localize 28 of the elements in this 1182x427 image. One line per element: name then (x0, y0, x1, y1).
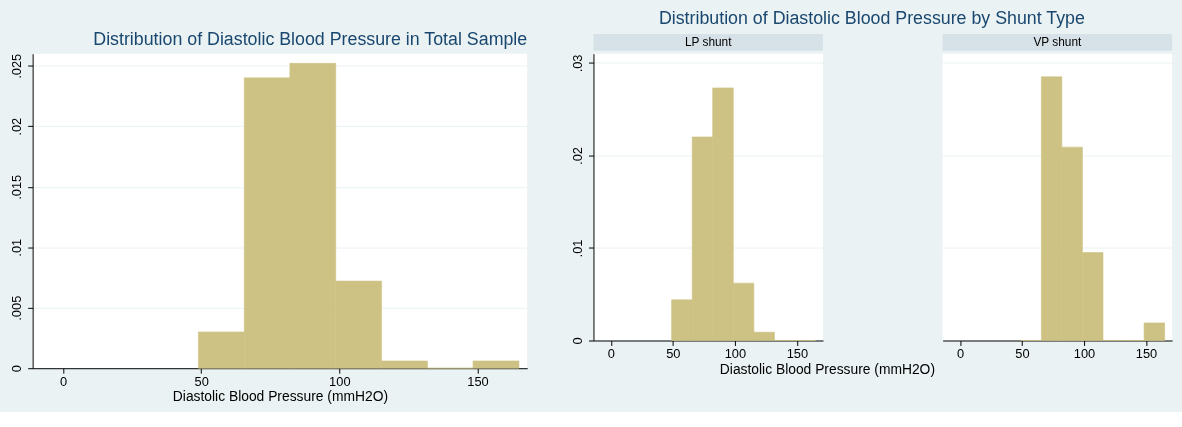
y-tick-label: .015 (9, 174, 25, 200)
x-tick-label: 150 (1135, 345, 1158, 361)
text: Distribution of Diastolic Blood Pressure by Shunt Type (658, 8, 1086, 28)
x-tick-label: 0 (607, 345, 615, 361)
x-tick-label: 0 (59, 373, 68, 389)
y-tick-label: 0 (9, 365, 25, 373)
y-tick-label: .01 (9, 238, 25, 257)
x-tick-label: 150 (786, 345, 809, 361)
chart-subtitle: LP shunt (684, 35, 733, 50)
x-tick-label: 50 (194, 373, 209, 389)
chart-subtitle: VP shunt (1033, 35, 1083, 50)
y-tick-label: 0 (570, 337, 586, 345)
y-tick-label: .005 (9, 295, 25, 321)
y-tick-label: .02 (9, 117, 25, 136)
x-axis-title: Diastolic Blood Pressure (mmH2O) (719, 360, 935, 377)
x-tick-label: 50 (666, 345, 681, 361)
chart-title: Distribution of Diastolic Blood Pressure in Total Sample (93, 29, 528, 50)
x-tick-label: 0 (956, 345, 965, 361)
y-tick-label: .02 (570, 147, 586, 165)
y-tick-label: .01 (570, 239, 586, 258)
x-tick-label: 100 (329, 373, 351, 389)
x-tick-label: 100 (724, 345, 747, 361)
y-tick-label: .025 (9, 53, 25, 79)
x-tick-label: 100 (1073, 345, 1096, 361)
x-tick-label: 50 (1015, 345, 1030, 361)
x-tick-label: 150 (467, 373, 489, 389)
y-tick-label: .03 (570, 54, 586, 73)
x-axis-title: Diastolic Blood Pressure (mmH2O) (172, 388, 388, 405)
